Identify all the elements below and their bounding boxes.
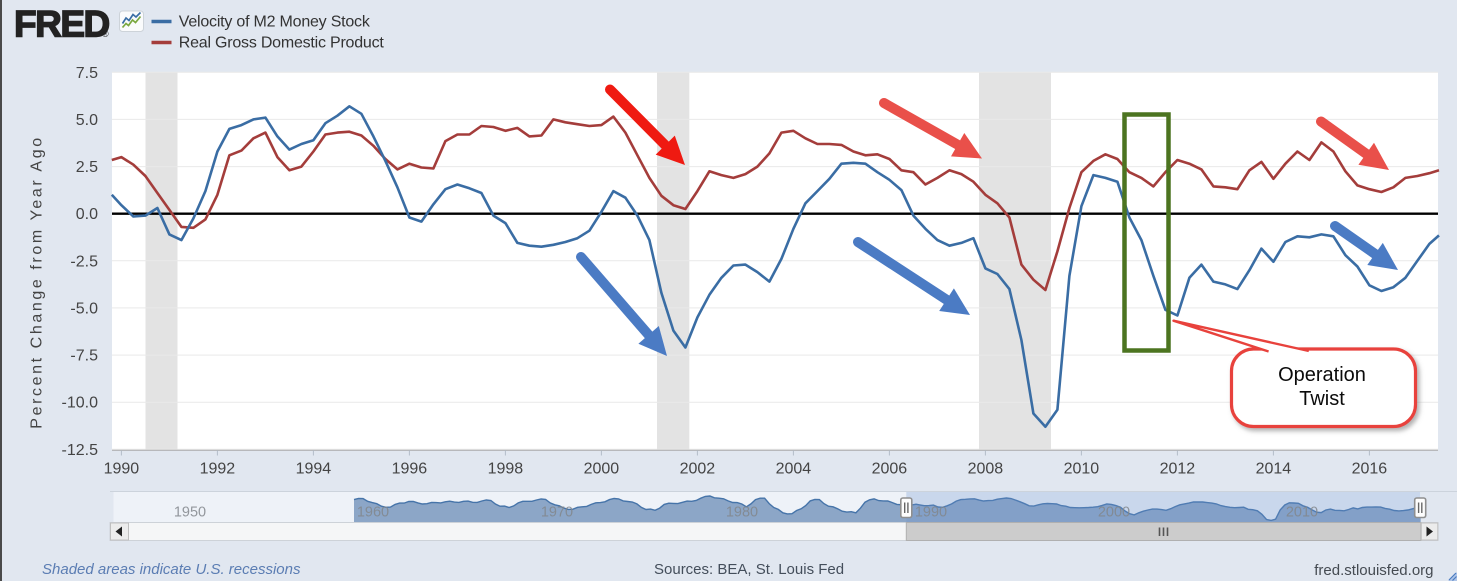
svg-text:Sources: BEA, St. Louis Fed: Sources: BEA, St. Louis Fed [654, 561, 844, 578]
svg-text:Velocity of M2 Money Stock: Velocity of M2 Money Stock [179, 14, 371, 31]
svg-text:1970: 1970 [541, 505, 573, 521]
svg-text:-5.0: -5.0 [70, 300, 98, 317]
svg-text:®: ® [102, 29, 109, 39]
svg-text:1980: 1980 [726, 505, 758, 521]
svg-text:2000: 2000 [1098, 505, 1130, 521]
svg-text:2010: 2010 [1064, 461, 1100, 478]
svg-text:1950: 1950 [174, 505, 206, 521]
svg-text:2004: 2004 [776, 461, 812, 478]
svg-text:1990: 1990 [915, 505, 947, 521]
svg-text:Twist: Twist [1299, 388, 1345, 410]
svg-text:5.0: 5.0 [76, 112, 98, 129]
svg-text:Percent Change from Year Ago: Percent Change from Year Ago [29, 135, 46, 428]
svg-text:2002: 2002 [680, 461, 716, 478]
svg-text:1996: 1996 [392, 461, 428, 478]
svg-text:-7.5: -7.5 [70, 348, 98, 365]
svg-text:Shaded areas indicate U.S. rec: Shaded areas indicate U.S. recessions [42, 561, 301, 578]
svg-text:7.5: 7.5 [76, 65, 98, 82]
svg-text:Real Gross Domestic Product: Real Gross Domestic Product [179, 35, 385, 52]
svg-text:0.0: 0.0 [76, 206, 98, 223]
svg-text:2014: 2014 [1256, 461, 1292, 478]
svg-text:Operation: Operation [1278, 364, 1366, 386]
svg-text:1992: 1992 [200, 461, 236, 478]
svg-text:2006: 2006 [872, 461, 908, 478]
svg-text:fred.stlouisfed.org: fred.stlouisfed.org [1314, 562, 1433, 579]
svg-text:-10.0: -10.0 [62, 395, 99, 412]
svg-text:-2.5: -2.5 [70, 253, 98, 270]
svg-text:2.5: 2.5 [76, 159, 98, 176]
svg-text:2000: 2000 [584, 461, 620, 478]
svg-text:2012: 2012 [1160, 461, 1196, 478]
svg-text:1994: 1994 [296, 461, 332, 478]
svg-text:FRED: FRED [14, 4, 110, 45]
svg-text:1960: 1960 [357, 505, 389, 521]
svg-text:2016: 2016 [1352, 461, 1388, 478]
svg-text:1998: 1998 [488, 461, 524, 478]
svg-text:1990: 1990 [104, 461, 140, 478]
svg-text:2008: 2008 [968, 461, 1004, 478]
svg-text:-12.5: -12.5 [62, 442, 99, 459]
svg-text:2010: 2010 [1286, 505, 1318, 521]
